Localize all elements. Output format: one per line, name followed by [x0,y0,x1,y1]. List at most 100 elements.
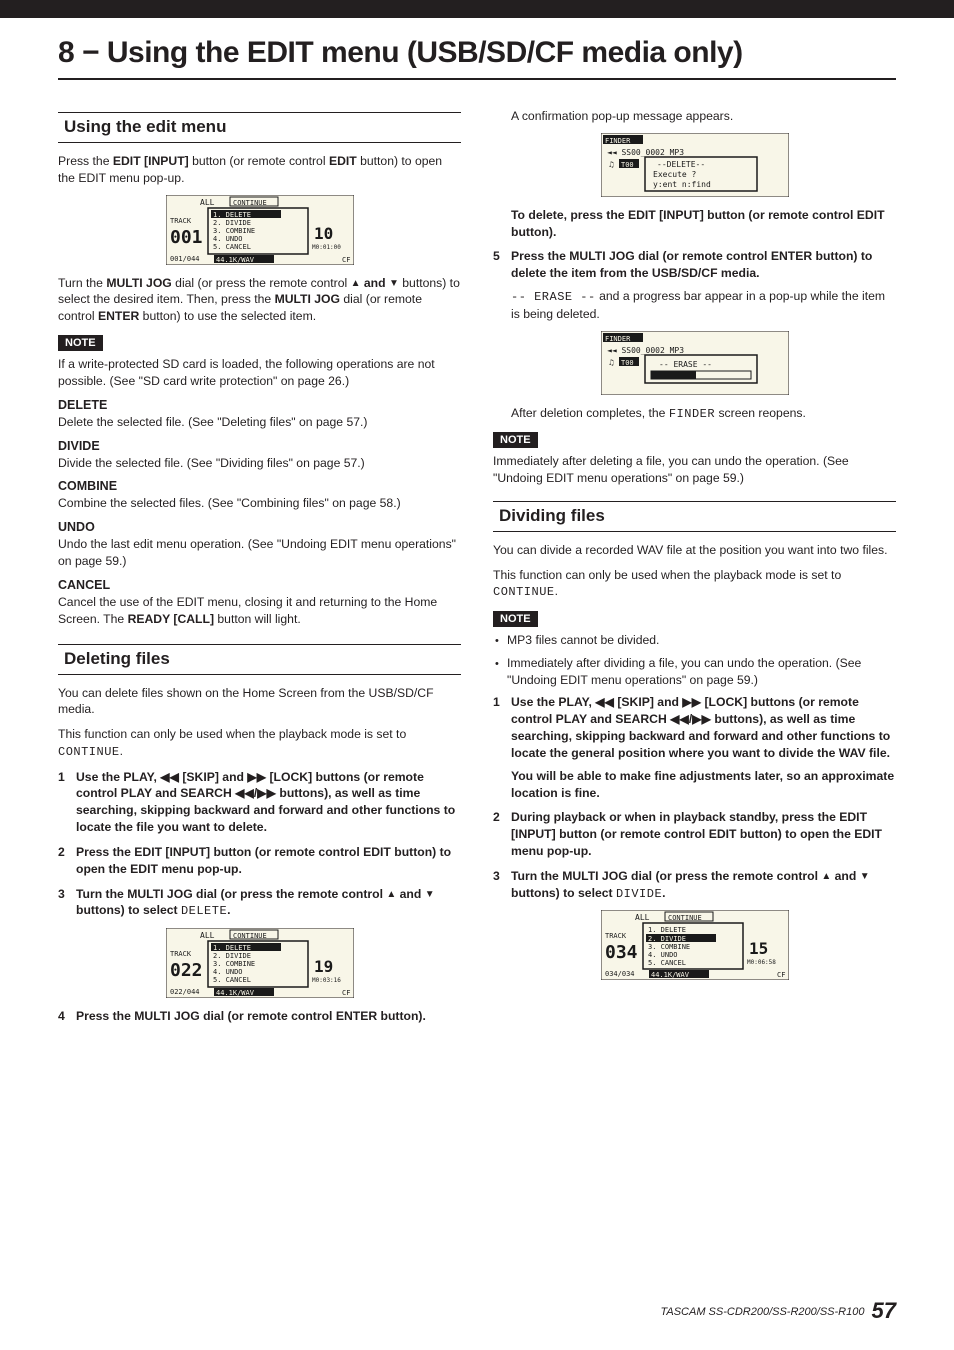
deleting-steps-list-5: Press the MULTI JOG dial (or remote cont… [493,248,896,322]
div-step-1-sub: You will be able to make fine adjustment… [511,768,896,802]
svg-text:15: 15 [749,939,768,958]
svg-text:CF: CF [342,256,350,264]
del-step-1: Use the PLAY, ◀◀ [SKIP] and ▶▶ [LOCK] bu… [58,769,461,836]
svg-text:034: 034 [605,942,638,963]
svg-text:3. COMBINE: 3. COMBINE [648,943,690,951]
note-undo-delete: Immediately after deleting a file, you c… [493,453,896,487]
lcd-delete-confirm: FINDER ◄◄ SS00_0002_MP3 ♫ T00 --DELETE--… [601,133,789,197]
para-after-delete: After deletion completes, the FINDER scr… [493,405,896,423]
lcd-edit-menu-popup: ALL CONTINUE 1. DELETE 2. DIVIDE 3. COMB… [166,195,354,265]
svg-text:1. DELETE: 1. DELETE [213,211,251,219]
note-label-3: NOTE [493,611,538,627]
svg-text:TRACK: TRACK [170,950,192,958]
para-erase: -- ERASE -- and a progress bar appear in… [511,288,896,322]
subhead-cancel: CANCEL [58,578,461,592]
svg-text:44.1K/WAV: 44.1K/WAV [216,989,255,997]
page-footer: TASCAM SS-CDR200/SS-R200/SS-R100 57 [660,1298,896,1324]
deleting-steps-list-cont: Press the MULTI JOG dial (or remote cont… [58,1008,461,1025]
para-confirm: A confirmation pop-up message appears. [493,108,896,125]
para-to-delete: To delete, press the EDIT [INPUT] button… [493,207,896,241]
heading-dividing-files: Dividing files [493,501,896,532]
svg-text:5. CANCEL: 5. CANCEL [213,976,251,984]
heading-deleting-files: Deleting files [58,644,461,675]
subhead-divide: DIVIDE [58,439,461,453]
svg-text:CF: CF [342,989,350,997]
svg-text:Execute ?: Execute ? [653,170,697,179]
svg-text:CF: CF [777,971,785,979]
svg-text:-- ERASE --: -- ERASE -- [659,360,712,369]
top-black-bar [0,0,954,18]
svg-text:001: 001 [170,227,203,248]
div-step-2: During playback or when in playback stan… [493,809,896,859]
svg-text:M0:01:00: M0:01:00 [312,244,341,251]
note-label-2: NOTE [493,432,538,448]
svg-text:3. COMBINE: 3. COMBINE [213,960,255,968]
svg-text:022: 022 [170,960,203,981]
svg-text:4. UNDO: 4. UNDO [213,968,243,976]
svg-text:19: 19 [314,957,333,976]
svg-text:3. COMBINE: 3. COMBINE [213,227,255,235]
svg-text:1. DELETE: 1. DELETE [648,926,686,934]
divide-notes-list: MP3 files cannot be divided. Immediately… [493,632,896,688]
svg-text:44.1K/WAV: 44.1K/WAV [216,256,255,264]
svg-text:CONTINUE: CONTINUE [668,914,702,922]
heading-using-edit-menu: Using the edit menu [58,112,461,143]
deleting-steps-list: Use the PLAY, ◀◀ [SKIP] and ▶▶ [LOCK] bu… [58,769,461,920]
svg-text:FINDER: FINDER [605,335,631,343]
svg-text:♫: ♫ [609,358,614,367]
div-step-3: Turn the MULTI JOG dial (or press the re… [493,868,896,902]
svg-text:T00: T00 [621,359,634,367]
svg-text:022/044: 022/044 [170,988,200,996]
svg-text:y:ent n:find: y:ent n:find [653,180,711,189]
para-cancel: Cancel the use of the EDIT menu, closing… [58,594,461,628]
subhead-combine: COMBINE [58,479,461,493]
page-content: 8 − Using the EDIT menu (USB/SD/CF media… [0,18,954,1033]
svg-text:2. DIVIDE: 2. DIVIDE [213,219,251,227]
del-step-5: Press the MULTI JOG dial (or remote cont… [493,248,896,322]
svg-text:M0:03:16: M0:03:16 [312,977,341,984]
svg-text:TRACK: TRACK [170,217,192,225]
svg-text:2. DIVIDE: 2. DIVIDE [648,935,686,943]
para-del2: This function can only be used when the … [58,726,461,760]
div-step-1: Use the PLAY, ◀◀ [SKIP] and ▶▶ [LOCK] bu… [493,694,896,801]
svg-text:5. CANCEL: 5. CANCEL [213,243,251,251]
del-step-2: Press the EDIT [INPUT] button (or remote… [58,844,461,878]
chapter-title: 8 − Using the EDIT menu (USB/SD/CF media… [58,36,896,80]
svg-text:--DELETE--: --DELETE-- [657,160,705,169]
svg-text:10: 10 [314,224,333,243]
svg-text:2. DIVIDE: 2. DIVIDE [213,952,251,960]
footer-model: TASCAM SS-CDR200/SS-R200/SS-R100 [660,1306,864,1318]
para-del1: You can delete files shown on the Home S… [58,685,461,719]
right-column: A confirmation pop-up message appears. F… [493,108,896,1033]
svg-text:◄◄ SS00_0002_MP3: ◄◄ SS00_0002_MP3 [607,346,684,355]
lcd-divide-select: ALL CONTINUE 1. DELETE 2. DIVIDE 3. COMB… [601,910,789,980]
svg-text:44.1K/WAV: 44.1K/WAV [651,971,690,979]
note-label: NOTE [58,335,103,351]
svg-text:M0:06:58: M0:06:58 [747,959,776,966]
paragraph-multijog: Turn the MULTI JOG dial (or press the re… [58,275,461,325]
lcd-erase-progress: FINDER ◄◄ SS00_0002_MP3 ♫ T00 -- ERASE -… [601,331,789,395]
note-write-protect: If a write-protected SD card is loaded, … [58,356,461,390]
svg-text:4. UNDO: 4. UNDO [648,951,678,959]
divide-note-2: Immediately after dividing a file, you c… [507,655,896,689]
svg-text:001/044: 001/044 [170,255,200,263]
svg-text:ALL: ALL [200,931,215,940]
para-delete: Delete the selected file. (See "Deleting… [58,414,461,431]
svg-text:♫: ♫ [609,160,614,169]
svg-text:T00: T00 [621,161,634,169]
left-column: Using the edit menu Press the EDIT [INPU… [58,108,461,1033]
del-step-3: Turn the MULTI JOG dial (or press the re… [58,886,461,920]
para-undo: Undo the last edit menu operation. (See … [58,536,461,570]
svg-text:ALL: ALL [635,913,650,922]
footer-page-number: 57 [872,1298,896,1323]
svg-text:1. DELETE: 1. DELETE [213,944,251,952]
dividing-steps-list: Use the PLAY, ◀◀ [SKIP] and ▶▶ [LOCK] bu… [493,694,896,902]
para-combine: Combine the selected files. (See "Combin… [58,495,461,512]
two-column-layout: Using the edit menu Press the EDIT [INPU… [58,108,896,1033]
svg-text:5. CANCEL: 5. CANCEL [648,959,686,967]
svg-text:ALL: ALL [200,198,215,207]
svg-text:CONTINUE: CONTINUE [233,199,267,207]
svg-text:FINDER: FINDER [605,137,631,145]
svg-text:034/034: 034/034 [605,970,635,978]
svg-text:◄◄ SS00_0002_MP3: ◄◄ SS00_0002_MP3 [607,148,684,157]
